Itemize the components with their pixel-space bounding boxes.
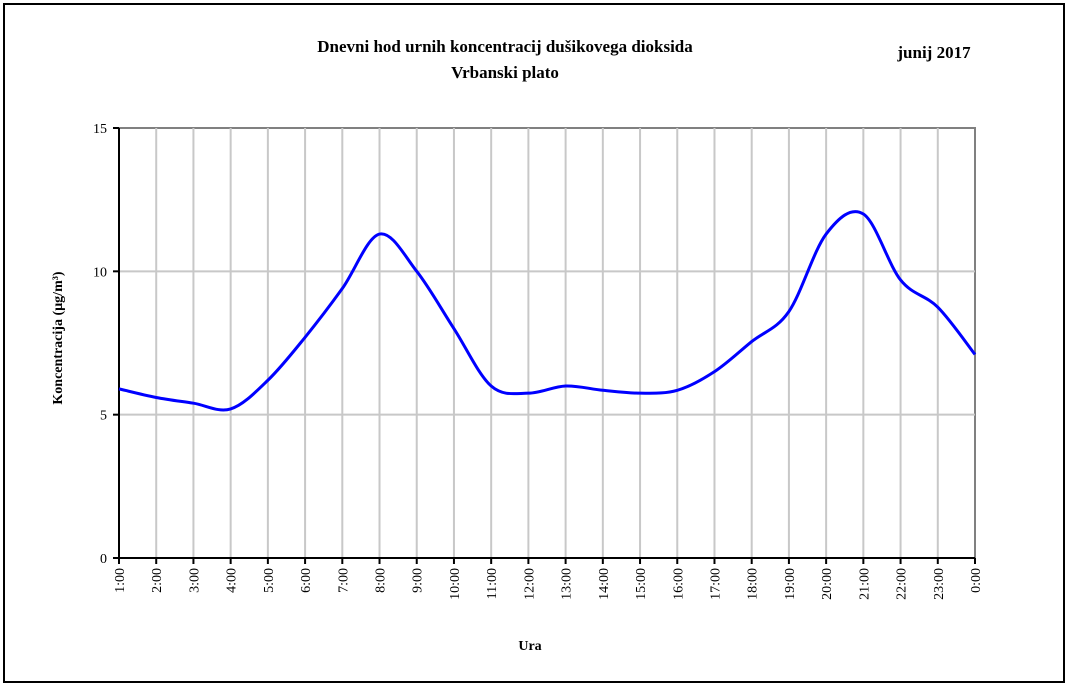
x-tick-label: 18:00 [746, 568, 761, 600]
x-tick-label: 6:00 [299, 568, 314, 593]
y-tick-label: 5 [100, 409, 107, 424]
x-axis-title: Ura [518, 639, 541, 654]
x-tick-label: 8:00 [374, 568, 389, 593]
x-tick-label: 9:00 [411, 568, 426, 593]
y-tick-label: 10 [93, 265, 107, 280]
x-tick-label: 23:00 [932, 568, 947, 600]
x-tick-label: 19:00 [783, 568, 798, 600]
y-tick-label: 0 [100, 552, 107, 567]
x-tick-label: 4:00 [225, 568, 240, 593]
y-tick-label: 15 [93, 122, 107, 137]
x-tick-label: 11:00 [485, 568, 500, 599]
chart-title: Dnevni hod urnih koncentracij dušikovega… [317, 37, 693, 56]
x-tick-label: 1:00 [113, 568, 128, 593]
x-tick-label: 2:00 [150, 568, 165, 593]
x-tick-label: 14:00 [597, 568, 612, 600]
x-tick-label: 10:00 [448, 568, 463, 600]
x-tick-label: 15:00 [634, 568, 649, 600]
x-tick-label: 22:00 [895, 568, 910, 600]
x-tick-label: 16:00 [671, 568, 686, 600]
x-tick-label: 5:00 [262, 568, 277, 593]
x-tick-label: 17:00 [708, 568, 723, 600]
chart-frame [3, 3, 1065, 683]
x-tick-label: 12:00 [522, 568, 537, 600]
x-tick-label: 21:00 [857, 568, 872, 600]
annotation: junij 2017 [896, 43, 971, 62]
data-line [118, 210, 977, 412]
chart-subtitle: Vrbanski plato [451, 63, 559, 82]
y-axis-title: Koncentracija (µg/m³) [51, 271, 66, 405]
x-tick-label: 0:00 [969, 568, 984, 593]
x-tick-label: 13:00 [560, 568, 575, 600]
x-tick-label: 7:00 [336, 568, 351, 593]
x-tick-label: 20:00 [820, 568, 835, 600]
x-tick-label: 3:00 [187, 568, 202, 593]
